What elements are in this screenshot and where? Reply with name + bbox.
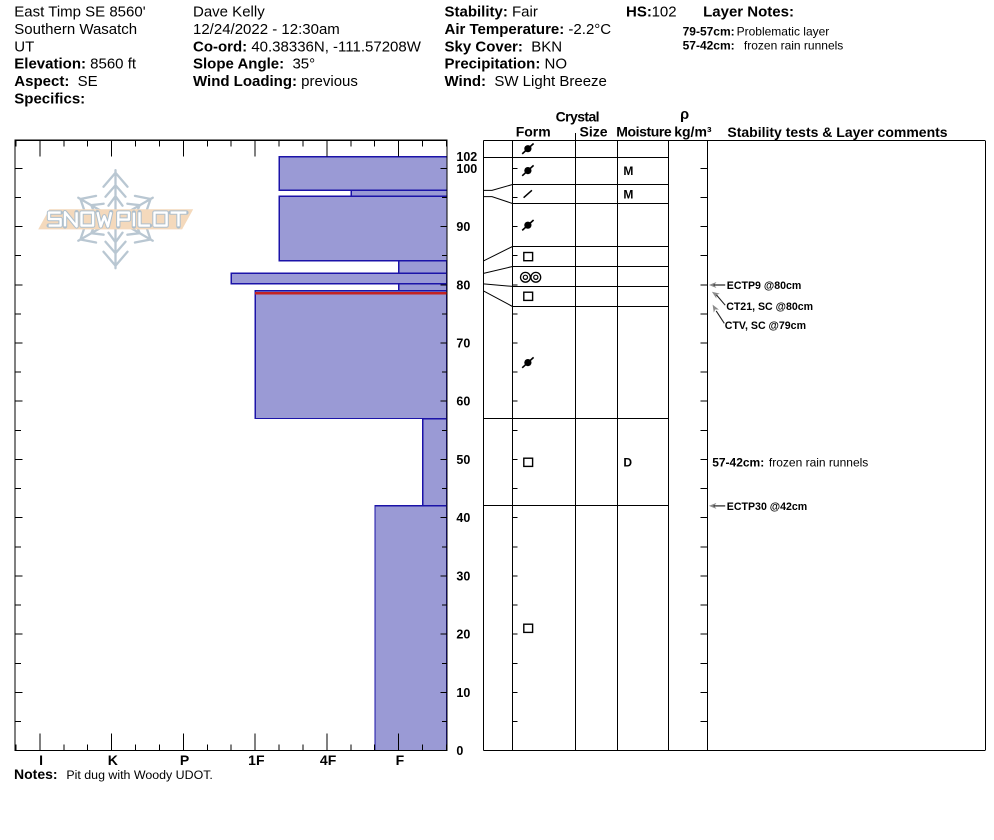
svg-text:kg/m³: kg/m³ xyxy=(674,124,712,140)
svg-text:ρ: ρ xyxy=(680,107,689,123)
svg-text:Specifics:: Specifics: xyxy=(14,91,85,108)
svg-text:50: 50 xyxy=(456,453,470,467)
svg-text:Dave Kelly: Dave Kelly xyxy=(193,4,265,21)
svg-text:30: 30 xyxy=(456,569,470,583)
svg-text:ECTP9 @80cm: ECTP9 @80cm xyxy=(727,280,802,292)
svg-text:Air Temperature: -2.2°C: Air Temperature: -2.2°C xyxy=(445,21,612,38)
svg-text:UT: UT xyxy=(14,38,34,55)
svg-text:Notes:: Notes: xyxy=(14,766,58,782)
svg-text:Form: Form xyxy=(516,124,551,140)
svg-text:frozen rain runnels: frozen rain runnels xyxy=(744,39,843,53)
svg-text:I: I xyxy=(39,752,43,768)
svg-text:frozen rain runnels: frozen rain runnels xyxy=(769,456,868,470)
svg-text:Stability: Fair: Stability: Fair xyxy=(445,4,538,21)
svg-text:M: M xyxy=(623,164,633,178)
svg-text:102: 102 xyxy=(652,4,677,21)
svg-text:HS:: HS: xyxy=(626,4,652,21)
svg-text:70: 70 xyxy=(456,337,470,351)
svg-text:20: 20 xyxy=(456,628,470,642)
svg-text:F: F xyxy=(396,752,405,768)
svg-text:Problematic layer: Problematic layer xyxy=(737,25,830,39)
svg-text:K: K xyxy=(108,752,118,768)
svg-text:1F: 1F xyxy=(248,752,265,768)
svg-text:ECTP30 @42cm: ECTP30 @42cm xyxy=(727,501,807,513)
svg-text:Co-ord: 40.38336N, -111.57208W: Co-ord: 40.38336N, -111.57208W xyxy=(193,38,422,55)
svg-text:Size: Size xyxy=(579,124,607,140)
svg-text:Stability tests & Layer commen: Stability tests & Layer comments xyxy=(727,124,947,140)
svg-text:CT21, SC @80cm: CT21, SC @80cm xyxy=(726,301,813,313)
svg-text:East Timp SE 8560': East Timp SE 8560' xyxy=(14,4,145,21)
svg-text:Pit dug with Woody UDOT.: Pit dug with Woody UDOT. xyxy=(66,768,212,782)
svg-text:79-57cm:: 79-57cm: xyxy=(683,25,735,39)
svg-text:M: M xyxy=(623,187,633,201)
svg-text:100: 100 xyxy=(456,162,477,176)
svg-text:0: 0 xyxy=(456,744,463,758)
svg-text:CTV, SC @79cm: CTV, SC @79cm xyxy=(725,320,806,332)
svg-text:Slope Angle: 35°: Slope Angle: 35° xyxy=(193,56,315,73)
svg-text:Layer Notes:: Layer Notes: xyxy=(703,4,794,21)
svg-text:Sky Cover: BKN: Sky Cover: BKN xyxy=(445,38,563,55)
svg-text:Southern Wasatch: Southern Wasatch xyxy=(14,21,137,38)
svg-text:Moisture: Moisture xyxy=(616,124,672,140)
svg-text:Wind Loading: previous: Wind Loading: previous xyxy=(193,73,358,90)
svg-text:Elevation: 8560 ft: Elevation: 8560 ft xyxy=(14,56,137,73)
svg-text:Crystal: Crystal xyxy=(556,109,599,125)
svg-text:40: 40 xyxy=(456,511,470,525)
svg-text:102: 102 xyxy=(456,150,477,164)
svg-text:4F: 4F xyxy=(320,752,337,768)
svg-text:80: 80 xyxy=(456,278,470,292)
svg-text:60: 60 xyxy=(456,395,470,409)
svg-text:Aspect: SE: Aspect: SE xyxy=(14,73,97,90)
svg-text:P: P xyxy=(180,752,189,768)
svg-text:10: 10 xyxy=(456,686,470,700)
svg-text:57-42cm:: 57-42cm: xyxy=(683,39,735,53)
svg-text:90: 90 xyxy=(456,220,470,234)
svg-text:12/24/2022 - 12:30am: 12/24/2022 - 12:30am xyxy=(193,21,340,38)
svg-text:D: D xyxy=(623,456,632,470)
svg-text:Wind: SW Light Breeze: Wind: SW Light Breeze xyxy=(445,73,607,90)
svg-text:Precipitation: NO: Precipitation: NO xyxy=(445,56,568,73)
svg-text:57-42cm:: 57-42cm: xyxy=(712,456,764,470)
